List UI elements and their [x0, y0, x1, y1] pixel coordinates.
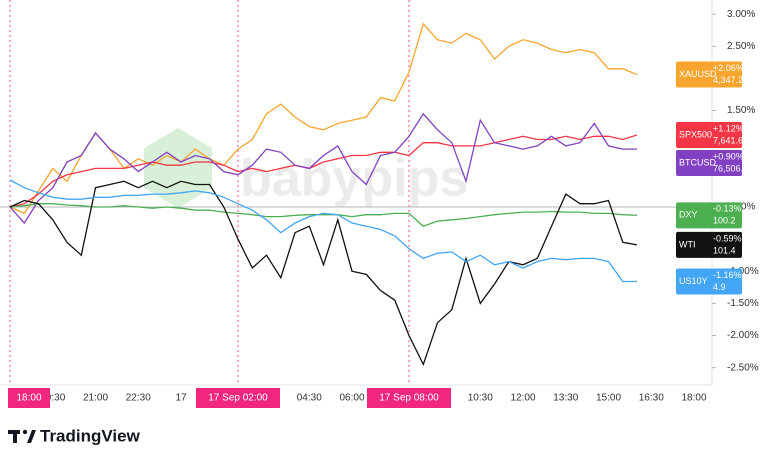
- watermark-logo: [144, 128, 212, 208]
- tag-change: -0.13%: [713, 204, 742, 214]
- y-tick-label: -1.00%: [727, 266, 759, 277]
- brand-logo: [8, 429, 36, 443]
- tag-change: -0.59%: [713, 233, 742, 243]
- y-tick-label: -2.50%: [727, 362, 759, 373]
- y-tick-label: 3.00%: [727, 9, 755, 20]
- last-value-tag: [676, 268, 742, 295]
- tag-change: -1.16%: [713, 270, 742, 280]
- series-line: [9, 134, 638, 208]
- x-tick-label: 10:30: [468, 393, 493, 404]
- x-tick-label: 16:30: [639, 393, 664, 404]
- y-tick-label: -1.50%: [727, 298, 759, 309]
- series-line: [9, 180, 638, 367]
- last-value-tag: [676, 61, 742, 88]
- x-tick-label: 19:30: [40, 393, 65, 404]
- last-value-tag: [676, 149, 742, 176]
- highlight-label-box: [367, 388, 451, 408]
- x-tick-label-highlighted: 17 Sep 08:00: [379, 393, 439, 404]
- x-tick-label: 21:00: [83, 393, 108, 404]
- watermark: babypips: [240, 150, 468, 208]
- x-tick-label: 18:00: [681, 393, 706, 404]
- x-tick-label: 17: [175, 393, 187, 404]
- series-line: [9, 179, 637, 283]
- tag-name: WTI: [679, 239, 696, 249]
- y-tick-label: 1.50%: [727, 105, 755, 116]
- tag-price: 101.4: [713, 245, 736, 255]
- last-value-tag: [676, 121, 742, 148]
- x-tick-label: 22:30: [126, 393, 151, 404]
- tag-price: 100.2: [713, 216, 736, 226]
- series-line: [9, 203, 638, 227]
- x-tick-label-highlighted: 17 Sep 02:00: [208, 393, 268, 404]
- x-tick-label: 13:30: [553, 393, 578, 404]
- highlight-label-box: [196, 388, 280, 408]
- tag-name: US10Y: [679, 276, 708, 286]
- y-tick-label: 2.50%: [727, 41, 755, 52]
- brand: TradingView: [40, 426, 141, 445]
- x-tick-label-highlighted: 18:00: [16, 393, 41, 404]
- tag-name: XAUUSD: [679, 69, 717, 79]
- x-tick-label: 15:00: [596, 393, 621, 404]
- x-tick-label: 12:00: [510, 393, 535, 404]
- tag-change: +1.12%: [713, 123, 744, 133]
- series-line: [9, 22, 638, 215]
- y-tick-label: -2.00%: [727, 330, 759, 341]
- series-line: [9, 112, 637, 225]
- last-value-tag: [676, 202, 742, 229]
- highlight-label-box: [8, 388, 50, 408]
- x-tick-label: 04:30: [297, 393, 322, 404]
- tag-price: 7,641.6: [713, 135, 743, 145]
- tag-name: SPX500: [679, 129, 712, 139]
- tag-price: 4,347.2: [713, 75, 743, 85]
- tag-price: 76,506.3: [713, 163, 748, 173]
- x-tick-label: 06:00: [339, 393, 364, 404]
- last-value-tag: [676, 231, 742, 258]
- tag-name: DXY: [679, 210, 698, 220]
- tag-price: 4.9: [713, 282, 726, 292]
- tag-change: +2.06%: [713, 63, 744, 73]
- tag-change: +0.90%: [713, 151, 744, 161]
- tag-name: BTCUSD: [679, 157, 717, 167]
